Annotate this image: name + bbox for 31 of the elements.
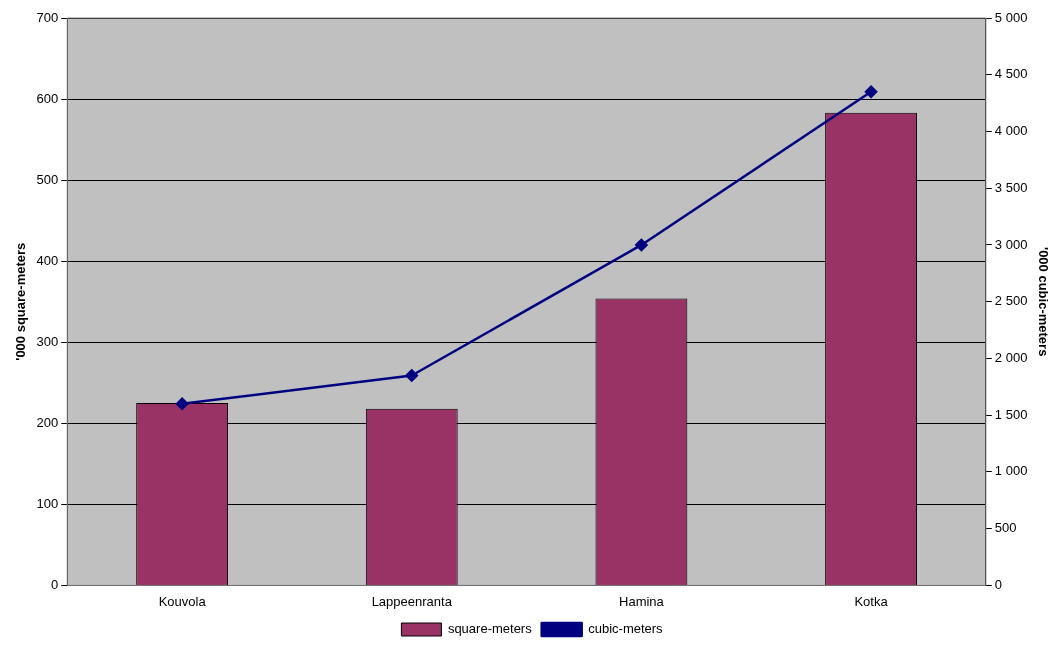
point <box>864 85 878 99</box>
y2-tick-label: 1 500 <box>994 406 1028 422</box>
point <box>405 369 419 382</box>
y-tick-label: 300 <box>36 333 59 349</box>
y2-tick-label: 4 000 <box>994 123 1028 139</box>
y2-tick-label: 2 500 <box>994 293 1028 309</box>
y2-tick-label: 3 500 <box>994 179 1028 195</box>
y2-tick-label: 0 <box>994 576 1003 592</box>
y-tick-label: 0 <box>51 576 59 592</box>
y-tick-label: 700 <box>36 9 59 25</box>
point <box>175 397 189 411</box>
y-axis-title: '000 square-meters <box>13 242 29 361</box>
y2-tick-label: 500 <box>994 520 1017 536</box>
x-tick-label: Lappeenranta <box>371 593 453 609</box>
y2-tick-label: 1 000 <box>994 463 1028 479</box>
y2-tick-label: 3 000 <box>994 236 1028 252</box>
y2-tick-label: 4 500 <box>994 66 1028 82</box>
x-tick-label: Kouvola <box>158 593 207 609</box>
legend-label: cubic-meters <box>588 621 664 637</box>
y-tick-label: 600 <box>36 90 59 106</box>
y-tick-label: 400 <box>36 252 59 268</box>
point <box>635 238 648 252</box>
y-tick-label: 100 <box>36 495 59 511</box>
x-tick-label: Kotka <box>854 593 889 609</box>
y-tick-label: 200 <box>36 414 59 430</box>
x-tick-label: Hamina <box>619 593 665 609</box>
legend-label: square-meters <box>447 621 533 637</box>
y2-tick-label: 2 000 <box>994 350 1028 366</box>
y2-tick-label: 5 000 <box>994 9 1028 25</box>
y-tick-label: 500 <box>36 171 59 187</box>
y2-axis-title: '000 cubic-meters <box>1035 247 1051 357</box>
